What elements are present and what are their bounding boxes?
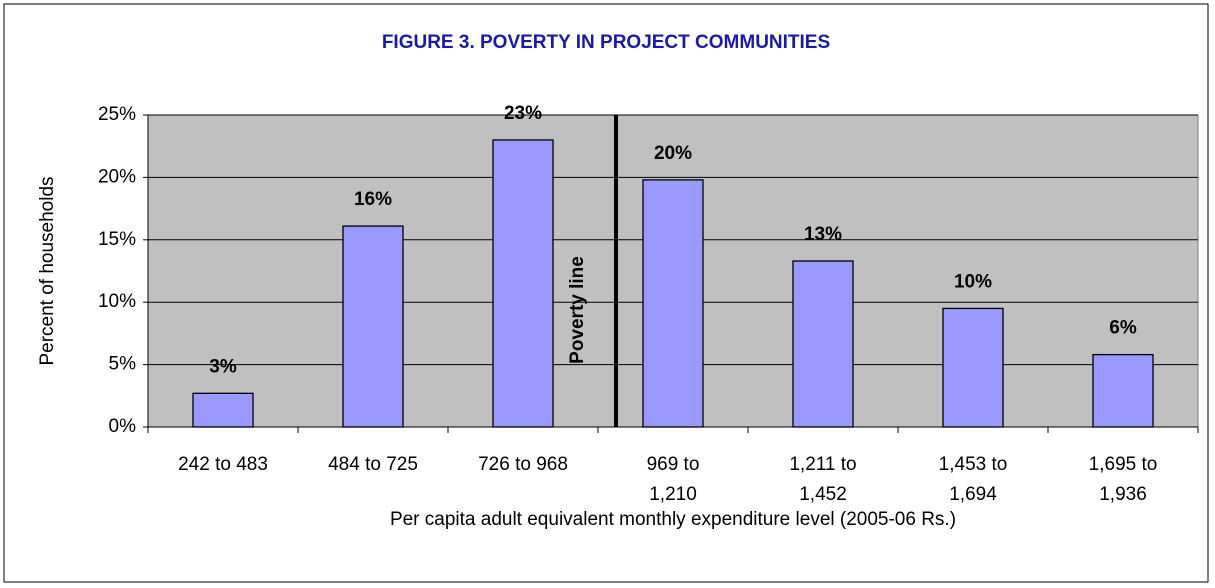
x-tick-label: 1,695 to 1,936 — [1088, 454, 1158, 505]
poverty-line-label: Poverty line — [567, 256, 588, 364]
bar — [1092, 353, 1154, 428]
data-label: 16% — [354, 189, 392, 210]
data-label: 10% — [954, 271, 992, 292]
bar — [342, 225, 404, 428]
data-label: 13% — [804, 224, 842, 245]
y-tick-label: 20% — [98, 166, 136, 187]
x-tick-label: 1,453 to 1,694 — [938, 454, 1008, 505]
chart-title: FIGURE 3. POVERTY IN PROJECT COMMUNITIES — [382, 32, 830, 53]
bar — [792, 260, 854, 428]
y-tick-label: 0% — [109, 416, 137, 437]
bar — [642, 179, 704, 428]
y-axis-label: Percent of households — [37, 176, 58, 365]
bar — [942, 307, 1004, 428]
y-tick-label: 10% — [98, 291, 136, 312]
bar — [192, 392, 254, 428]
y-tick-label: 25% — [98, 104, 136, 125]
x-tick-label: 484 to 725 — [328, 454, 418, 475]
y-tick-label: 5% — [109, 354, 137, 375]
data-label: 6% — [1109, 318, 1137, 339]
x-tick-label: 242 to 483 — [178, 454, 268, 475]
x-tick-label: 726 to 968 — [478, 454, 568, 475]
x-tick-label: 969 to 1,210 — [646, 454, 700, 505]
x-tick-label: 1,211 to 1,452 — [789, 454, 857, 505]
data-label: 20% — [654, 143, 692, 164]
bar — [492, 139, 554, 428]
y-tick-label: 15% — [98, 229, 136, 250]
x-axis-label: Per capita adult equivalent monthly expe… — [390, 509, 956, 530]
data-label: 3% — [209, 356, 237, 377]
data-label: 23% — [504, 103, 542, 124]
